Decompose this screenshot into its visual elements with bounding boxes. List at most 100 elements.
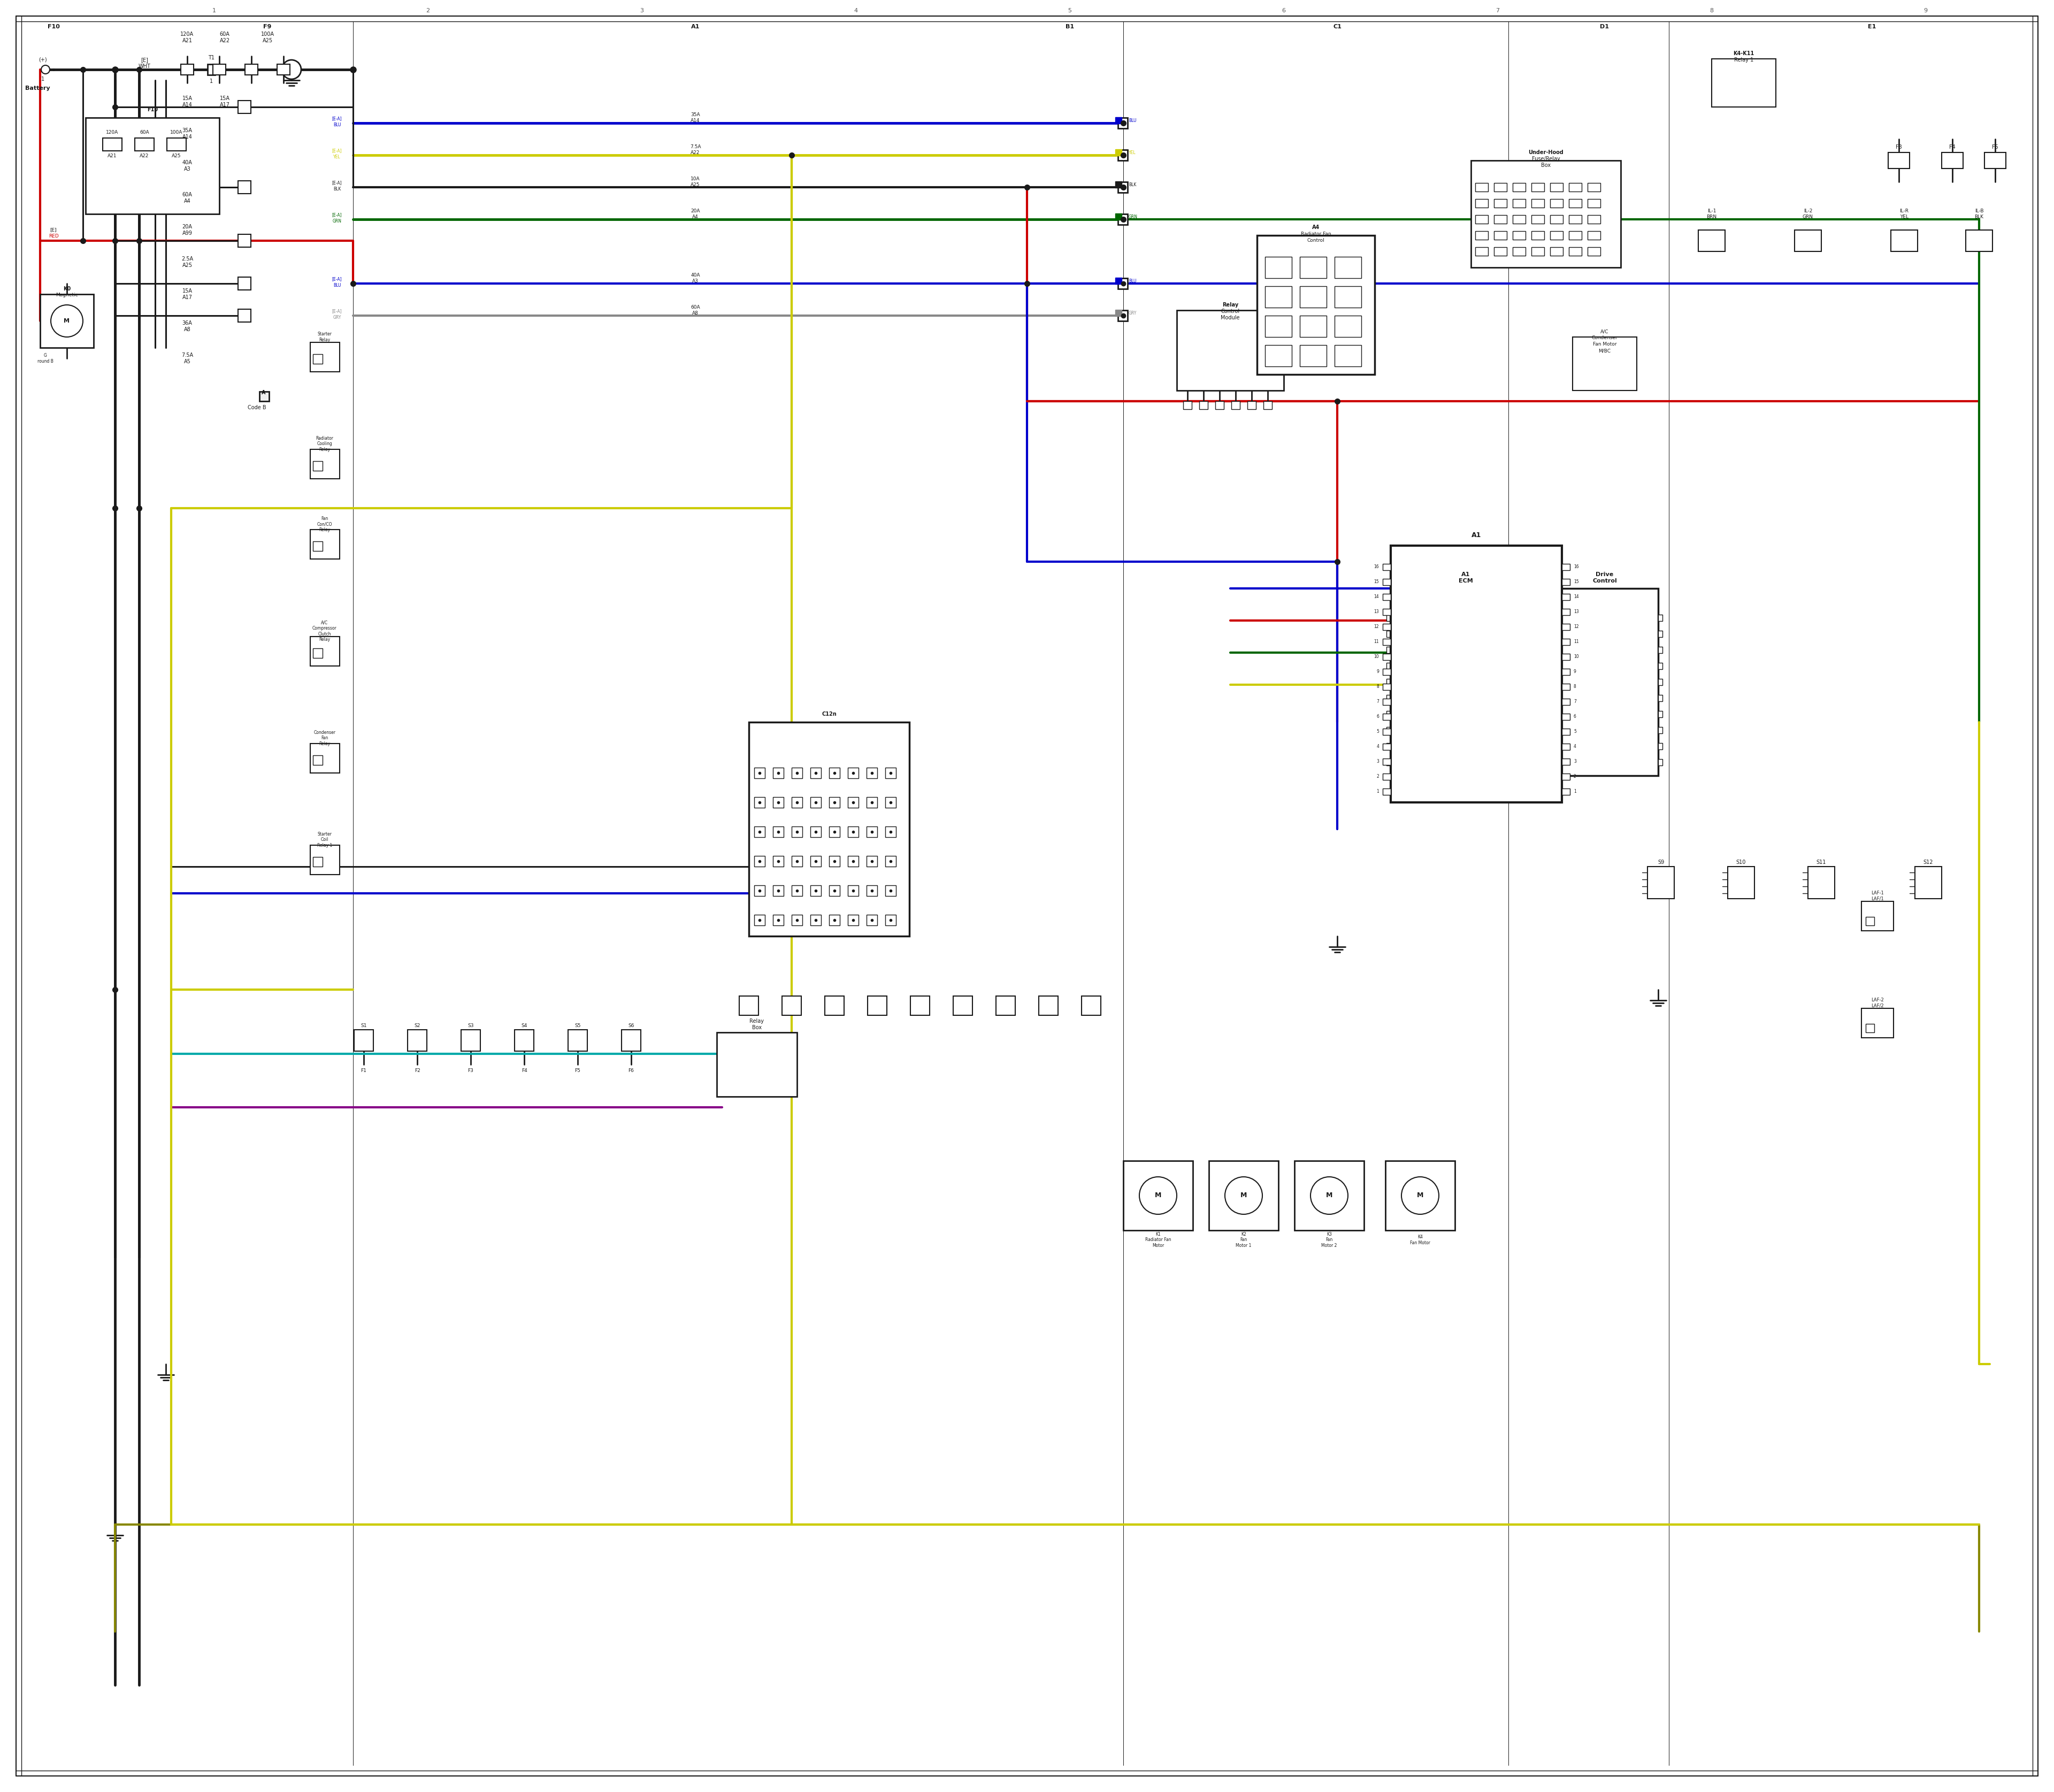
Text: 7.5A
A22: 7.5A A22 bbox=[690, 145, 700, 154]
Bar bbox=[214, 65, 226, 75]
Bar bbox=[622, 1030, 641, 1052]
Bar bbox=[1551, 247, 1563, 256]
Text: Box: Box bbox=[1540, 163, 1551, 168]
Text: K4-K11: K4-K11 bbox=[1734, 50, 1754, 56]
Text: A/C: A/C bbox=[1600, 330, 1608, 333]
Bar bbox=[1115, 116, 1121, 124]
Bar bbox=[1588, 215, 1600, 224]
Bar bbox=[1561, 579, 1569, 586]
Text: 2: 2 bbox=[1573, 774, 1575, 780]
Text: F2: F2 bbox=[415, 1068, 421, 1073]
Bar bbox=[238, 278, 251, 290]
Bar bbox=[1257, 235, 1374, 375]
Bar bbox=[310, 450, 339, 478]
Text: 5: 5 bbox=[1068, 7, 1072, 13]
Bar bbox=[1532, 231, 1545, 240]
Text: 6: 6 bbox=[1573, 715, 1575, 719]
Bar bbox=[312, 649, 322, 658]
Text: Condenser
Fan
Relay: Condenser Fan Relay bbox=[314, 729, 335, 745]
Bar bbox=[1547, 663, 1551, 668]
Text: 40A
A3: 40A A3 bbox=[183, 159, 193, 172]
Text: Module: Module bbox=[1220, 315, 1241, 321]
Text: 15: 15 bbox=[1374, 579, 1378, 584]
Text: 120A
A21: 120A A21 bbox=[181, 32, 193, 43]
Text: Relay: Relay bbox=[1222, 303, 1239, 308]
Bar bbox=[1335, 256, 1362, 278]
Bar bbox=[1647, 867, 1674, 898]
Text: 7: 7 bbox=[1376, 699, 1378, 704]
Bar bbox=[1658, 728, 1662, 733]
Bar bbox=[1117, 278, 1128, 289]
Bar bbox=[353, 1030, 374, 1052]
Bar bbox=[830, 885, 840, 896]
Text: K4
Fan Motor: K4 Fan Motor bbox=[1409, 1235, 1430, 1245]
Bar bbox=[772, 767, 785, 778]
Text: E1: E1 bbox=[1867, 23, 1875, 29]
Bar bbox=[1540, 663, 1545, 668]
Bar bbox=[1795, 229, 1822, 251]
Bar bbox=[867, 797, 877, 808]
Text: 40A
A3: 40A A3 bbox=[690, 272, 700, 283]
Bar bbox=[1561, 744, 1569, 751]
Bar bbox=[1382, 654, 1391, 659]
Bar bbox=[1386, 728, 1391, 733]
Text: BLK: BLK bbox=[1128, 183, 1136, 186]
Bar bbox=[1247, 401, 1255, 409]
Text: 10: 10 bbox=[1374, 654, 1378, 659]
Text: M: M bbox=[1417, 1192, 1423, 1199]
Text: 10: 10 bbox=[1573, 654, 1580, 659]
Bar bbox=[1265, 346, 1292, 366]
Text: A1
ECM: A1 ECM bbox=[1458, 572, 1473, 584]
Bar bbox=[1561, 624, 1569, 631]
Bar bbox=[1547, 711, 1551, 717]
Bar bbox=[885, 885, 896, 896]
Bar bbox=[1115, 278, 1121, 285]
Bar bbox=[1263, 401, 1271, 409]
Circle shape bbox=[1401, 1177, 1440, 1215]
Bar bbox=[1475, 231, 1487, 240]
Text: F10: F10 bbox=[148, 108, 158, 113]
Text: IL-2
GRN: IL-2 GRN bbox=[1803, 210, 1814, 219]
Text: 16: 16 bbox=[1374, 564, 1378, 570]
Bar bbox=[791, 885, 803, 896]
Bar bbox=[1386, 744, 1391, 749]
Text: IL-B
BLK: IL-B BLK bbox=[1974, 210, 1984, 219]
Bar bbox=[1588, 183, 1600, 192]
Bar bbox=[1382, 683, 1391, 690]
Text: S12: S12 bbox=[1923, 860, 1933, 866]
Bar bbox=[1532, 199, 1545, 208]
Bar bbox=[1471, 161, 1621, 267]
Text: A1: A1 bbox=[1471, 532, 1481, 538]
Bar bbox=[1808, 867, 1834, 898]
Bar bbox=[848, 885, 859, 896]
Text: S2: S2 bbox=[415, 1023, 421, 1029]
Text: Code B: Code B bbox=[246, 405, 267, 410]
Text: 14: 14 bbox=[1573, 595, 1580, 599]
Text: 8: 8 bbox=[1573, 685, 1575, 690]
Bar bbox=[277, 65, 290, 75]
Text: [E-A]: [E-A] bbox=[333, 116, 341, 122]
Text: S4: S4 bbox=[522, 1023, 528, 1029]
Bar bbox=[259, 392, 269, 401]
Bar bbox=[791, 826, 803, 837]
Text: 9: 9 bbox=[1573, 670, 1575, 674]
Bar bbox=[1540, 647, 1545, 652]
Text: F5: F5 bbox=[575, 1068, 581, 1073]
Text: 1: 1 bbox=[1573, 788, 1575, 794]
Bar bbox=[1391, 588, 1540, 776]
Bar bbox=[1561, 638, 1569, 645]
Bar bbox=[1382, 593, 1391, 600]
Bar bbox=[1115, 213, 1121, 220]
Bar bbox=[1658, 679, 1662, 685]
Text: 12: 12 bbox=[1374, 625, 1378, 629]
Text: 1: 1 bbox=[1376, 788, 1378, 794]
Bar bbox=[830, 826, 840, 837]
Text: Radiator
Cooling
Relay: Radiator Cooling Relay bbox=[316, 435, 333, 452]
Bar bbox=[1569, 183, 1582, 192]
Text: Drive
Control: Drive Control bbox=[1592, 572, 1616, 584]
Text: 2.5A
A25: 2.5A A25 bbox=[181, 256, 193, 267]
Text: Relay 1: Relay 1 bbox=[1734, 57, 1754, 63]
Bar bbox=[1865, 1023, 1873, 1032]
Circle shape bbox=[1310, 1177, 1347, 1215]
Bar bbox=[1493, 199, 1508, 208]
